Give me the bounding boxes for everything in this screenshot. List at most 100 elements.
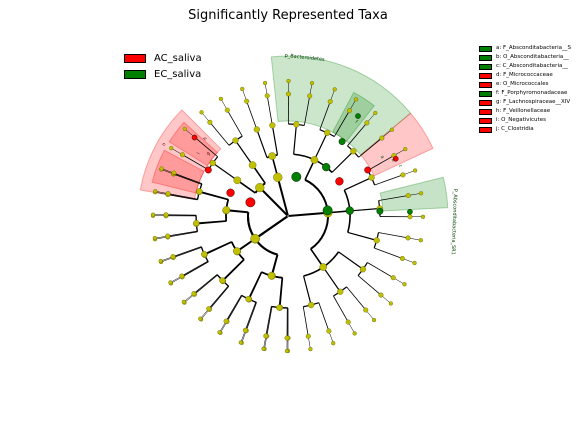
taxon-node	[255, 183, 265, 193]
branch-line	[367, 262, 394, 279]
taxon-node	[420, 214, 426, 219]
taxon-node	[169, 146, 174, 151]
clade-legend-item: d: F_Micrococcaceae	[479, 71, 571, 80]
branch-line	[367, 155, 395, 171]
taxon-node	[193, 220, 200, 227]
branch-line	[172, 246, 202, 258]
taxon-node	[263, 333, 269, 339]
branch-line	[167, 193, 198, 200]
clade-legend-item: e: O_Micrococcales	[479, 80, 571, 89]
significant-node	[335, 177, 344, 186]
branch-line	[208, 285, 229, 310]
taxon-node	[405, 192, 411, 198]
branch-line	[259, 186, 289, 217]
clade-legend-swatch	[479, 63, 492, 70]
clade-legend-swatch	[479, 126, 492, 133]
branch-line	[234, 140, 254, 166]
taxon-node	[352, 331, 357, 336]
taxon-node	[379, 135, 385, 141]
branch-line	[293, 124, 297, 155]
taxon-node	[158, 258, 163, 264]
taxon-node	[163, 212, 169, 218]
branch-line	[226, 109, 243, 137]
branch-line	[266, 306, 273, 337]
taxon-node	[191, 291, 197, 297]
taxon-node	[350, 148, 357, 155]
significant-node	[291, 171, 302, 182]
taxon-node	[268, 152, 276, 160]
branch-line	[374, 174, 404, 186]
taxon-node	[179, 273, 185, 279]
legend-item-ec-saliva: EC_saliva	[124, 66, 202, 82]
taxon-node	[378, 292, 384, 298]
branch-line	[344, 177, 372, 191]
taxon-node	[223, 318, 229, 324]
taxon-node	[273, 172, 283, 182]
sector-label: i	[196, 151, 202, 155]
branch-line	[322, 266, 341, 293]
clade-legend-swatch	[479, 45, 492, 52]
significant-node	[392, 155, 399, 162]
taxon-node	[413, 168, 418, 173]
legend-swatch-ec-saliva	[124, 69, 146, 79]
clade-legend-label: b: O_Absconditabacteria__	[496, 54, 569, 60]
branch-line	[333, 295, 349, 323]
taxon-node	[262, 80, 268, 86]
sector-label: g	[206, 151, 212, 156]
taxon-node	[267, 271, 276, 280]
taxon-node	[196, 188, 203, 195]
taxon-node	[248, 161, 257, 169]
clade-legend-label: g: F_Lachnospiraceae__XIV	[496, 99, 571, 105]
taxon-node	[319, 263, 328, 271]
clade-legend-swatch	[479, 54, 492, 61]
branch-line	[254, 215, 289, 240]
sector-label: p_Bacteroidetes	[284, 53, 325, 63]
branch-line	[173, 172, 203, 185]
taxon-node	[165, 191, 171, 197]
legend-swatch-ac-saliva	[124, 53, 146, 63]
taxon-node	[250, 234, 260, 244]
branch-line	[194, 137, 218, 157]
significant-node	[355, 113, 361, 119]
branch-line	[334, 110, 350, 137]
taxon-node	[359, 266, 367, 273]
taxon-node	[219, 277, 226, 284]
taxon-node	[209, 159, 216, 167]
branch-line	[349, 207, 380, 212]
clade-legend-item: j: C_Clostridia	[479, 125, 571, 134]
taxon-node	[180, 152, 186, 158]
clade-legend: a: F_Absconditabacteria__S b: O_Abscondit…	[479, 44, 571, 134]
branch-line	[318, 302, 330, 332]
taxon-node	[201, 251, 208, 258]
taxon-node	[332, 87, 337, 92]
branch-line	[357, 275, 382, 296]
taxon-node	[337, 288, 344, 295]
taxon-node	[327, 99, 333, 105]
clade-legend-label: f: F_Porphyromonadaceae	[496, 90, 568, 96]
sector-label: P_Absconditabacteria_SR1	[450, 189, 458, 255]
taxon-node	[331, 341, 336, 346]
taxon-node	[402, 282, 407, 287]
significant-node	[345, 206, 354, 215]
legend-item-ac-saliva: AC_saliva	[124, 50, 202, 66]
branch-line	[225, 295, 242, 322]
clade-legend-label: j: C_Clostridia	[496, 126, 534, 132]
clade-legend-label: c: C_Absconditabacteria__	[496, 63, 568, 69]
significant-node	[364, 166, 372, 174]
taxon-node	[390, 275, 396, 281]
taxon-node	[399, 255, 405, 261]
branch-line	[209, 122, 230, 146]
branch-line	[276, 177, 289, 217]
clade-legend-item: c: C_Absconditabacteria__	[479, 62, 571, 71]
branch-line	[331, 150, 354, 173]
taxon-node	[181, 299, 186, 304]
significant-node	[226, 188, 235, 197]
branch-line	[247, 271, 262, 300]
significant-node	[191, 134, 198, 141]
branch-line	[346, 286, 367, 311]
taxon-node	[253, 126, 260, 133]
branch-line	[221, 259, 245, 281]
sector-label: c	[397, 164, 403, 169]
branch-line	[374, 247, 403, 259]
